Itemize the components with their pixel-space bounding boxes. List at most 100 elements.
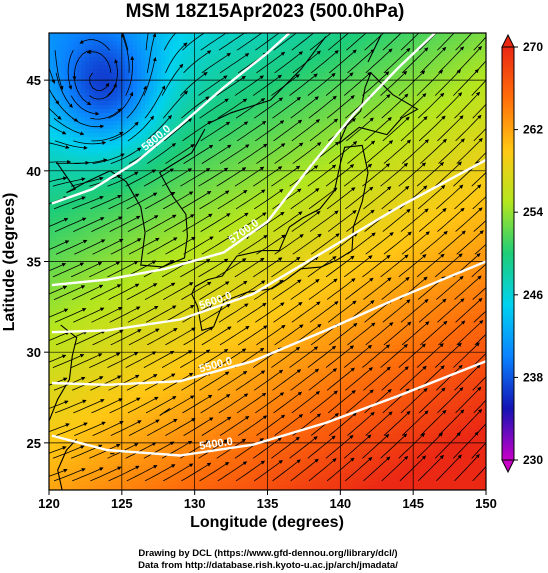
field-cell xyxy=(209,361,214,366)
field-cell xyxy=(217,345,222,350)
field-cell xyxy=(57,205,62,210)
field-cell xyxy=(173,125,178,130)
field-cell xyxy=(109,421,114,426)
field-cell xyxy=(193,469,198,474)
field-cell xyxy=(81,101,86,106)
field-cell xyxy=(57,57,62,62)
field-cell xyxy=(65,361,70,366)
field-cell xyxy=(137,437,142,442)
field-cell xyxy=(129,441,134,446)
field-cell xyxy=(161,65,166,70)
field-cell xyxy=(49,261,54,266)
field-cell xyxy=(145,393,150,398)
field-cell xyxy=(113,205,118,210)
field-cell xyxy=(117,349,122,354)
field-cell xyxy=(189,205,194,210)
field-cell xyxy=(81,361,86,366)
field-cell xyxy=(193,185,198,190)
field-cell xyxy=(125,81,130,86)
field-cell xyxy=(221,137,226,142)
field-cell xyxy=(89,409,94,414)
field-cell xyxy=(137,377,142,382)
field-cell xyxy=(73,357,78,362)
field-cell xyxy=(145,89,150,94)
field-cell xyxy=(89,465,94,470)
field-cell xyxy=(73,73,78,78)
field-cell xyxy=(165,397,170,402)
field-cell xyxy=(85,357,90,362)
field-cell xyxy=(93,69,98,74)
field-cell xyxy=(89,281,94,286)
field-cell xyxy=(141,465,146,470)
field-cell xyxy=(153,449,158,454)
field-cell xyxy=(145,41,150,46)
field-cell xyxy=(105,257,110,262)
field-cell xyxy=(189,269,194,274)
field-cell xyxy=(209,37,214,42)
field-cell xyxy=(209,217,214,222)
field-cell xyxy=(81,53,86,58)
field-cell xyxy=(69,277,74,282)
field-cell xyxy=(89,121,94,126)
field-cell xyxy=(133,73,138,78)
field-cell xyxy=(89,365,94,370)
field-cell xyxy=(153,265,158,270)
field-cell xyxy=(169,129,174,134)
field-cell xyxy=(157,337,162,342)
field-cell xyxy=(197,237,202,242)
field-cell xyxy=(109,281,114,286)
field-cell xyxy=(185,257,190,262)
field-cell xyxy=(129,457,134,462)
field-cell xyxy=(145,213,150,218)
field-cell xyxy=(149,149,154,154)
field-cell xyxy=(221,177,226,182)
field-cell xyxy=(209,189,214,194)
field-cell xyxy=(169,141,174,146)
field-cell xyxy=(93,473,98,478)
field-cell xyxy=(217,385,222,390)
field-cell xyxy=(189,317,194,322)
field-cell xyxy=(189,405,194,410)
field-cell xyxy=(137,297,142,302)
field-cell xyxy=(141,317,146,322)
field-cell xyxy=(173,61,178,66)
field-cell xyxy=(89,461,94,466)
field-cell xyxy=(101,189,106,194)
field-cell xyxy=(61,81,66,86)
field-cell xyxy=(221,149,226,154)
field-cell xyxy=(125,397,130,402)
field-cell xyxy=(177,457,182,462)
field-cell xyxy=(89,93,94,98)
field-cell xyxy=(89,285,94,290)
field-cell xyxy=(137,277,142,282)
field-cell xyxy=(89,369,94,374)
field-cell xyxy=(49,273,54,278)
field-cell xyxy=(77,485,82,490)
field-cell xyxy=(169,317,174,322)
field-cell xyxy=(153,209,158,214)
field-cell xyxy=(49,37,54,42)
field-cell xyxy=(129,369,134,374)
field-cell xyxy=(141,189,146,194)
field-cell xyxy=(53,137,58,142)
field-cell xyxy=(81,33,86,38)
field-cell xyxy=(221,133,226,138)
field-cell xyxy=(117,313,122,318)
field-cell xyxy=(181,313,186,318)
field-cell xyxy=(137,33,142,38)
field-cell xyxy=(77,285,82,290)
field-cell xyxy=(153,253,158,258)
field-cell xyxy=(181,405,186,410)
field-cell xyxy=(129,161,134,166)
field-cell xyxy=(173,369,178,374)
field-cell xyxy=(153,257,158,262)
field-cell xyxy=(145,181,150,186)
field-cell xyxy=(97,57,102,62)
field-cell xyxy=(153,229,158,234)
field-cell xyxy=(93,317,98,322)
field-cell xyxy=(73,237,78,242)
field-cell xyxy=(141,225,146,230)
field-cell xyxy=(169,153,174,158)
field-cell xyxy=(157,289,162,294)
field-cell xyxy=(197,389,202,394)
